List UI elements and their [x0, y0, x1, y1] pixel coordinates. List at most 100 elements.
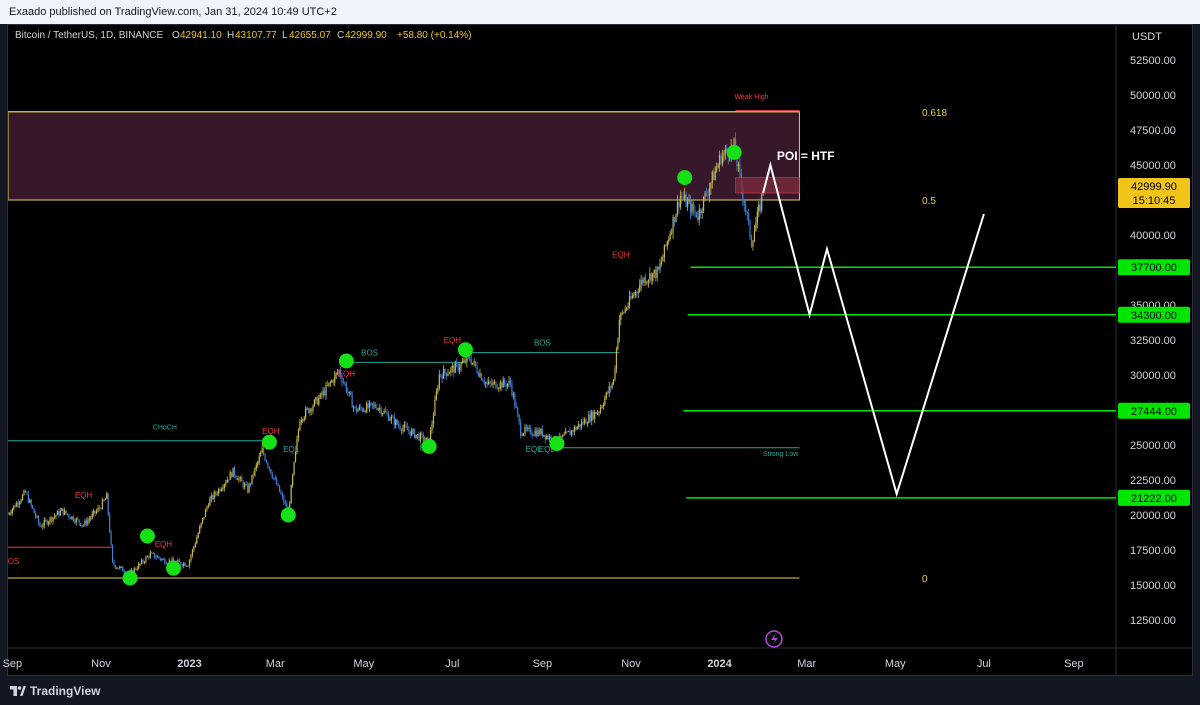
- pivot-marker[interactable]: [726, 144, 742, 160]
- pivot-marker[interactable]: [139, 528, 155, 544]
- candle-body: [88, 518, 90, 521]
- candle-body: [392, 416, 394, 418]
- candle-body: [714, 170, 716, 181]
- candle-body: [49, 517, 51, 522]
- candle-body: [479, 373, 481, 377]
- candle-body: [579, 424, 581, 427]
- candle-body: [477, 372, 480, 377]
- candle-body: [199, 527, 201, 534]
- candle-body: [244, 484, 246, 488]
- price-tick-label: 17500.00: [1130, 545, 1176, 557]
- candle-body: [114, 565, 117, 568]
- publish-info: Exaado published on TradingView.com, Jan…: [9, 6, 337, 18]
- price-tick-label: 40000.00: [1130, 230, 1176, 242]
- candle-body: [16, 502, 18, 507]
- candle-body: [280, 491, 282, 495]
- candle-body: [138, 563, 140, 569]
- candle-body: [156, 556, 159, 558]
- candle-body: [188, 560, 191, 567]
- candle-body: [363, 410, 365, 412]
- candle-body: [720, 155, 722, 164]
- pivot-marker[interactable]: [122, 570, 138, 586]
- structure-label: EQL: [539, 445, 556, 454]
- candle-body: [483, 381, 485, 384]
- pivot-marker[interactable]: [280, 507, 296, 523]
- lightning-icon[interactable]: [765, 630, 783, 648]
- low-label: L: [282, 30, 288, 41]
- candle-body: [180, 561, 182, 565]
- candle-body: [380, 408, 382, 415]
- candle-body: [470, 359, 472, 365]
- candle-body: [676, 201, 679, 215]
- candle-body: [598, 412, 600, 414]
- candle-body: [351, 394, 353, 408]
- pivot-marker[interactable]: [421, 438, 437, 454]
- candle-body: [657, 266, 660, 270]
- candle-body: [566, 431, 568, 433]
- candle-body: [93, 510, 95, 514]
- candle-body: [229, 472, 231, 480]
- time-tick-label: May: [353, 658, 374, 670]
- time-tick-label: Sep: [533, 658, 553, 670]
- candle-body: [547, 435, 549, 440]
- candle-body: [140, 560, 143, 564]
- candle-body: [743, 199, 745, 206]
- candle-body: [268, 466, 270, 469]
- pivot-marker[interactable]: [549, 436, 565, 452]
- pivot-marker[interactable]: [457, 342, 473, 358]
- currency-label[interactable]: USDT: [1132, 31, 1162, 43]
- candle-body: [8, 513, 11, 515]
- time-tick-label: 2023: [177, 658, 201, 670]
- projection-path[interactable]: [762, 161, 985, 498]
- candle-body: [601, 406, 603, 408]
- candle-body: [441, 375, 443, 379]
- pivot-marker[interactable]: [166, 560, 182, 576]
- candle-body: [499, 382, 501, 388]
- candle-body: [310, 408, 313, 412]
- pivot-marker[interactable]: [338, 353, 354, 369]
- candle-body: [341, 376, 343, 382]
- structure-label: EQH: [75, 491, 93, 500]
- candle-body: [659, 263, 661, 270]
- candle-body: [8, 513, 9, 515]
- poi-zone[interactable]: [8, 111, 800, 201]
- candle-body: [679, 196, 681, 208]
- candle-body: [350, 391, 352, 395]
- candle-body: [637, 291, 639, 293]
- level-price-tag: [1118, 306, 1190, 323]
- candle-body: [24, 490, 27, 493]
- candle-body: [636, 291, 638, 293]
- candle-body: [222, 487, 224, 490]
- candle-body: [98, 507, 101, 509]
- candle-body: [573, 427, 575, 433]
- candle-body: [737, 163, 740, 167]
- price-tick-label: 45000.00: [1130, 160, 1176, 172]
- candle-body: [607, 392, 609, 394]
- candle-body: [289, 503, 291, 511]
- candle-body: [200, 522, 202, 528]
- candle-body: [634, 291, 636, 296]
- price-tick-label: 22500.00: [1130, 475, 1176, 487]
- candle-body: [292, 474, 294, 486]
- pivot-marker[interactable]: [261, 434, 277, 450]
- candle-body: [326, 385, 329, 387]
- candle-body: [100, 508, 102, 510]
- candle-body: [589, 414, 591, 422]
- candle-body: [318, 398, 320, 405]
- candle-body: [524, 427, 526, 434]
- pivot-marker[interactable]: [677, 170, 693, 186]
- candle-body: [707, 194, 709, 196]
- candle-body: [149, 552, 151, 558]
- candle-body: [84, 520, 86, 526]
- candle-body: [39, 522, 41, 527]
- candle-body: [348, 391, 350, 393]
- candle-body: [26, 492, 28, 495]
- candle-body: [193, 546, 195, 550]
- candle-body: [232, 467, 234, 478]
- candle-body: [472, 362, 474, 365]
- candle-body: [758, 204, 760, 212]
- tradingview-brand[interactable]: TradingView: [10, 684, 100, 698]
- candle-body: [354, 406, 356, 408]
- candle-body: [724, 148, 726, 153]
